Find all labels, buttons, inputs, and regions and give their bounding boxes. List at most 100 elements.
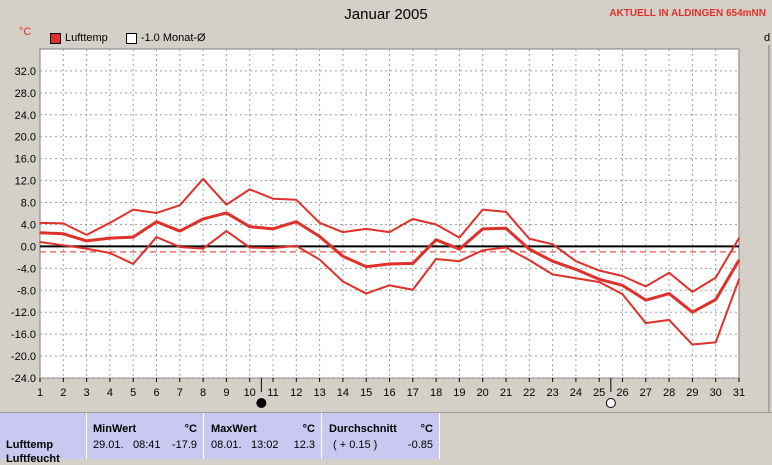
data-point <box>692 291 694 293</box>
data-point <box>715 342 717 344</box>
max-header: MaxWert <box>211 423 257 435</box>
data-point <box>39 241 41 243</box>
data-point <box>63 245 65 247</box>
data-point <box>529 238 531 240</box>
data-point <box>179 246 181 248</box>
min-date: 29.01. <box>93 439 124 451</box>
x-tick-label: 29 <box>686 387 698 399</box>
data-point <box>575 269 577 271</box>
x-tick-label: 6 <box>153 387 159 399</box>
data-point <box>412 289 414 291</box>
x-tick-label: 4 <box>107 387 113 399</box>
data-point <box>86 240 88 242</box>
y-tick-label: 8.0 <box>21 198 36 210</box>
plot-area <box>40 49 739 378</box>
data-point <box>39 232 41 234</box>
x-tick-label: 27 <box>640 387 652 399</box>
data-point <box>529 248 531 250</box>
data-point <box>692 344 694 346</box>
temperature-chart: 32.028.024.020.016.012.08.04.00.0-4.0-8.… <box>0 0 772 412</box>
data-point <box>552 243 554 245</box>
x-tick-label: 12 <box>290 387 302 399</box>
x-tick-label: 28 <box>663 387 675 399</box>
x-tick-label: 25 <box>593 387 605 399</box>
data-point <box>552 274 554 276</box>
x-tick-label: 15 <box>360 387 372 399</box>
data-point <box>389 263 391 265</box>
data-point <box>459 237 461 239</box>
x-tick-label: 24 <box>570 387 582 399</box>
y-tick-label: -12.0 <box>11 307 36 319</box>
x-tick-label: 30 <box>710 387 722 399</box>
x-tick-label: 17 <box>407 387 419 399</box>
data-point <box>296 221 298 223</box>
data-point <box>109 222 111 224</box>
data-point <box>63 223 65 225</box>
data-point <box>412 218 414 220</box>
stats-table: Lufttemp Luftfeucht MinWert °C 29.01. 08… <box>0 412 772 459</box>
y-tick-label: 12.0 <box>15 176 36 188</box>
x-tick-label: 3 <box>84 387 90 399</box>
data-point <box>622 293 624 295</box>
data-point <box>319 259 321 261</box>
data-point <box>156 221 158 223</box>
data-point <box>179 230 181 232</box>
data-point <box>319 222 321 224</box>
data-point <box>459 260 461 262</box>
data-point <box>482 228 484 230</box>
data-point <box>202 218 204 220</box>
data-point <box>668 319 670 321</box>
data-point <box>459 248 461 250</box>
avg-delta: ( + 0.15 ) <box>333 439 377 451</box>
avg-value: -0.85 <box>408 439 433 451</box>
data-point <box>435 258 437 260</box>
data-point <box>156 236 158 238</box>
data-point <box>715 277 717 279</box>
stats-max-cell: MaxWert °C 08.01. 13:02 12.3 <box>205 413 322 459</box>
data-point <box>86 234 88 236</box>
y-tick-label: 16.0 <box>15 154 36 166</box>
data-point <box>389 285 391 287</box>
data-point <box>109 237 111 239</box>
data-point <box>365 266 367 268</box>
data-point <box>715 299 717 301</box>
y-tick-label: -24.0 <box>11 373 36 385</box>
data-point <box>365 293 367 295</box>
y-tick-label: 28.0 <box>15 88 36 100</box>
x-tick-label: 23 <box>546 387 558 399</box>
x-tick-label: 13 <box>313 387 325 399</box>
data-point <box>505 247 507 249</box>
min-time: 08:41 <box>133 439 161 451</box>
data-point <box>109 252 111 254</box>
new-moon-icon <box>606 399 615 408</box>
data-point <box>249 189 251 191</box>
avg-header: Durchschnitt <box>329 423 397 435</box>
y-tick-label: 32.0 <box>15 66 36 78</box>
data-point <box>132 236 134 238</box>
x-tick-label: 7 <box>177 387 183 399</box>
full-moon-icon <box>257 399 266 408</box>
data-point <box>412 263 414 265</box>
data-point <box>622 285 624 287</box>
stats-row-header: Lufttemp Luftfeucht <box>0 413 87 459</box>
data-point <box>435 239 437 241</box>
data-point <box>692 311 694 313</box>
data-point <box>529 259 531 261</box>
data-point <box>272 247 274 249</box>
x-tick-label: 21 <box>500 387 512 399</box>
min-header: MinWert <box>93 423 136 435</box>
y-tick-label: 20.0 <box>15 132 36 144</box>
data-point <box>738 237 740 239</box>
min-unit: °C <box>185 423 197 435</box>
data-point <box>552 260 554 262</box>
data-point <box>296 245 298 247</box>
y-tick-label: -16.0 <box>11 329 36 341</box>
data-point <box>39 222 41 224</box>
data-point <box>132 209 134 211</box>
data-point <box>249 226 251 228</box>
data-point <box>365 228 367 230</box>
x-tick-label: 16 <box>383 387 395 399</box>
data-point <box>598 281 600 283</box>
data-point <box>668 272 670 274</box>
data-point <box>202 248 204 250</box>
